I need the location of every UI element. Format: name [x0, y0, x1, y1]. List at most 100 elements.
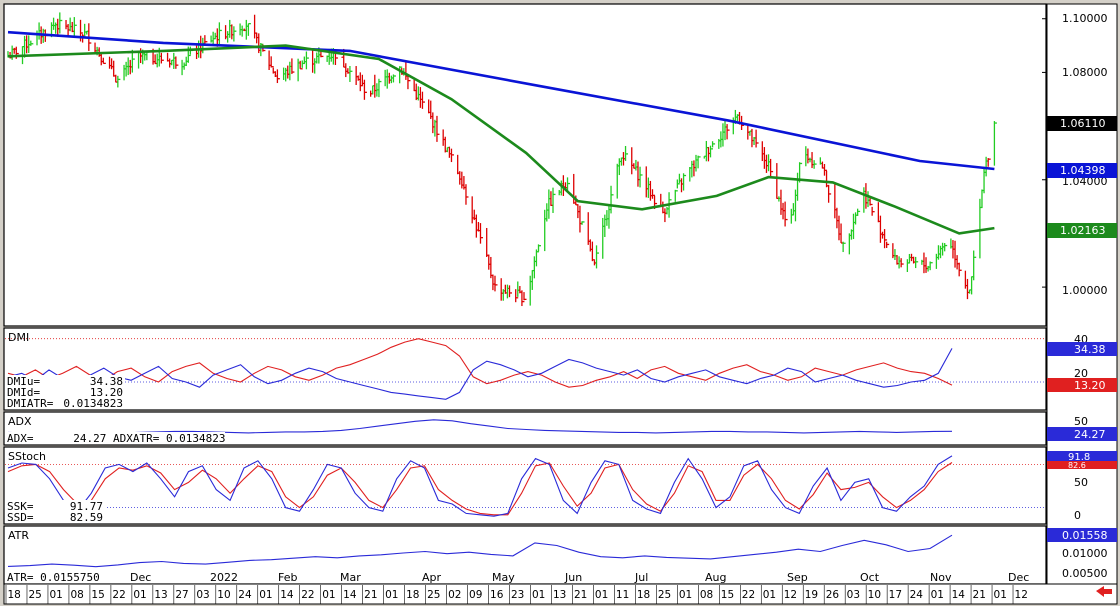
day-label: 01: [595, 589, 608, 601]
day-label: 11: [616, 589, 629, 601]
dmi-plus-label: 34.38: [1074, 343, 1106, 356]
price-tick-label: 1.04000: [1062, 175, 1108, 188]
atr-plot: [7, 534, 953, 568]
day-label: 01: [322, 589, 335, 601]
day-label: 14: [343, 589, 357, 601]
time-axis-area: [3, 583, 1118, 605]
month-label: Apr: [422, 571, 442, 584]
day-label: 27: [175, 589, 188, 601]
day-label: 10: [868, 589, 881, 601]
day-label: 22: [112, 589, 125, 601]
price-tick-label: 1.08000: [1062, 66, 1108, 79]
day-label: 19: [805, 589, 818, 601]
ma-long-tag: [1047, 163, 1117, 178]
dmi-plus-line: [7, 348, 953, 400]
atr-value-label: 0.01558: [1062, 529, 1108, 542]
adx-plot: [7, 419, 953, 434]
stoch-readout-d-value: 82.59: [70, 511, 103, 524]
day-label: 01: [994, 589, 1007, 601]
stoch-k-tag: [1047, 451, 1117, 461]
dmi-readout-plus-value: 34.38: [90, 375, 123, 388]
stoch-readout-k-key: SSK=: [7, 500, 34, 513]
stoch-readout-d-key: SSD=: [7, 511, 34, 524]
day-label: 18: [637, 589, 650, 601]
day-label: 15: [91, 589, 104, 601]
day-label: 24: [910, 589, 924, 601]
dmi-readout-box: [5, 375, 125, 409]
dmi-readout-plus-key: DMIu=: [7, 375, 40, 388]
day-label: 25: [658, 589, 671, 601]
atr-tick-label: 0.00500: [1062, 567, 1108, 580]
month-label: Mar: [340, 571, 361, 584]
day-label: 13: [154, 589, 167, 601]
last-price-tag: [1047, 116, 1117, 131]
month-label: Sep: [787, 571, 808, 584]
day-label: 09: [469, 589, 482, 601]
adx-value-tag: [1047, 427, 1117, 441]
day-label: 14: [952, 589, 966, 601]
day-label: 15: [721, 589, 734, 601]
day-label: 10: [217, 589, 230, 601]
month-label: Dec: [1008, 571, 1029, 584]
stoch-readout-k-value: 91.77: [70, 500, 103, 513]
day-label: 23: [511, 589, 524, 601]
day-label: 22: [301, 589, 314, 601]
atr-title: ATR: [8, 529, 29, 542]
stoch-plot: [5, 455, 1046, 517]
day-label: 22: [742, 589, 755, 601]
atr-panel[interactable]: [3, 525, 1047, 585]
ma-short-tag: [1047, 223, 1117, 238]
month-label: Oct: [860, 571, 880, 584]
atr-value-tag: [1047, 528, 1117, 542]
day-label: 01: [49, 589, 62, 601]
day-label: 01: [679, 589, 692, 601]
ma-short-label: 1.02163: [1060, 224, 1106, 237]
dmi-readout-minus-value: 13.20: [90, 386, 123, 399]
month-label: May: [492, 571, 515, 584]
day-label: 12: [784, 589, 797, 601]
price-plot: [7, 12, 1047, 307]
day-label: 01: [133, 589, 146, 601]
day-label: 01: [385, 589, 398, 601]
dmi-title: DMI: [8, 331, 29, 344]
price-panel[interactable]: [3, 3, 1047, 327]
day-label: 01: [532, 589, 545, 601]
day-label: 08: [70, 589, 83, 601]
month-label: Jun: [564, 571, 582, 584]
dmi-readout-atr-value: 0.0134823: [63, 397, 123, 410]
day-label: 01: [259, 589, 272, 601]
dmi-readout-minus-key: DMId=: [7, 386, 40, 399]
price-tick-label: 1.10000: [1062, 12, 1108, 25]
day-label: 18: [8, 589, 21, 601]
day-label: 17: [889, 589, 902, 601]
day-label: 18: [406, 589, 419, 601]
atr-line: [7, 534, 953, 568]
month-label: Aug: [705, 571, 726, 584]
moving-average-short-line: [7, 44, 995, 235]
dmi-panel[interactable]: [3, 327, 1047, 411]
adx-readout-box: [5, 432, 225, 444]
day-label: 12: [1015, 589, 1028, 601]
stoch-d-line: [7, 462, 953, 516]
stoch-d-tag: [1047, 461, 1117, 469]
dmi-readout-atr-key: DMIATR=: [7, 397, 54, 410]
day-label: 02: [448, 589, 461, 601]
atr-readout-box: [5, 571, 120, 583]
stoch-tick-label: 50: [1074, 476, 1088, 489]
scroll-right-arrow-icon[interactable]: [1096, 586, 1112, 597]
day-label: 26: [826, 589, 840, 601]
stoch-tick-label: 0: [1074, 509, 1081, 522]
stoch-readout-box: [5, 500, 105, 523]
adx-readout: ADX= 24.27 ADXATR= 0.0134823: [7, 432, 226, 445]
price-tick-label: 1.00000: [1062, 284, 1108, 297]
day-label: 08: [700, 589, 713, 601]
stoch-d-label: 82.6: [1068, 461, 1086, 470]
day-label: 21: [574, 589, 587, 601]
day-label: 25: [28, 589, 41, 601]
day-label: 13: [553, 589, 566, 601]
adx-title: ADX: [8, 415, 32, 428]
stoch-title: SStoch: [8, 450, 46, 463]
day-label: 21: [973, 589, 986, 601]
dmi-minus-tag: [1047, 378, 1117, 392]
price-y-axis: 1.10000 1.08000 1.04000 1.00000: [1062, 12, 1108, 297]
